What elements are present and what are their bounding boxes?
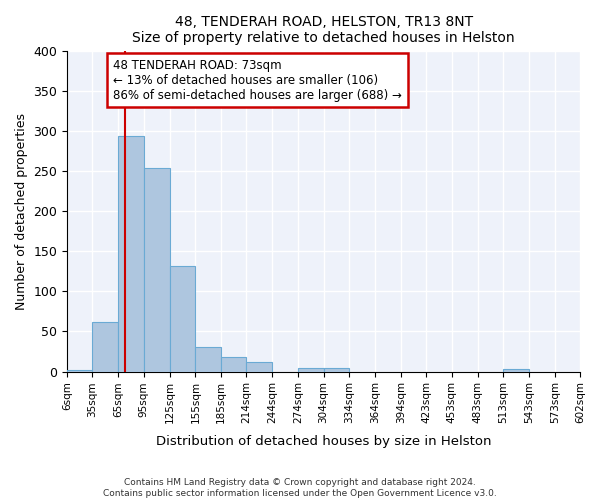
Bar: [323, 368, 349, 372]
Text: 48 TENDERAH ROAD: 73sqm
← 13% of detached houses are smaller (106)
86% of semi-d: 48 TENDERAH ROAD: 73sqm ← 13% of detache…: [113, 58, 402, 102]
X-axis label: Distribution of detached houses by size in Helston: Distribution of detached houses by size …: [156, 434, 491, 448]
Bar: [196, 348, 221, 372]
Bar: [118, 136, 144, 372]
Text: Contains HM Land Registry data © Crown copyright and database right 2024.
Contai: Contains HM Land Registry data © Crown c…: [103, 478, 497, 498]
Y-axis label: Number of detached properties: Number of detached properties: [15, 112, 28, 310]
Bar: [170, 266, 196, 372]
Bar: [221, 357, 246, 372]
Bar: [92, 322, 118, 372]
Bar: [144, 168, 170, 372]
Bar: [298, 368, 323, 372]
Bar: [67, 370, 92, 372]
Title: 48, TENDERAH ROAD, HELSTON, TR13 8NT
Size of property relative to detached house: 48, TENDERAH ROAD, HELSTON, TR13 8NT Siz…: [132, 15, 515, 45]
Bar: [503, 369, 529, 372]
Bar: [246, 362, 272, 372]
